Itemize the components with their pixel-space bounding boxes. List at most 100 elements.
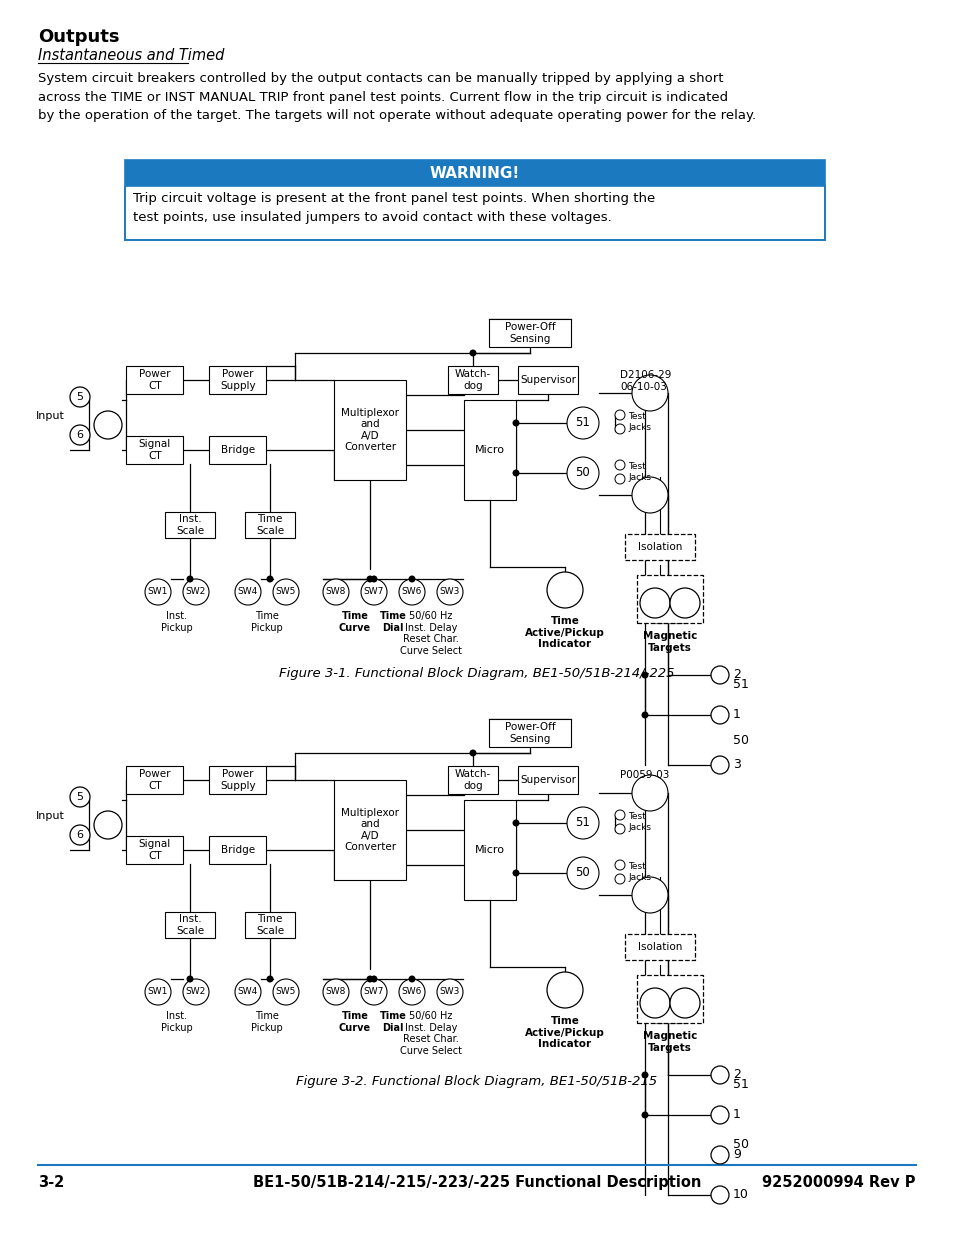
Circle shape <box>186 576 193 583</box>
Text: SW2: SW2 <box>186 588 206 597</box>
Circle shape <box>669 988 700 1018</box>
Text: SW8: SW8 <box>326 988 346 997</box>
FancyBboxPatch shape <box>245 911 294 939</box>
Circle shape <box>615 410 624 420</box>
Circle shape <box>183 579 209 605</box>
Text: BE1-50/51B-214/-215/-223/-225 Functional Description: BE1-50/51B-214/-215/-223/-225 Functional… <box>253 1174 700 1191</box>
Circle shape <box>615 424 624 433</box>
Text: SW4: SW4 <box>237 988 258 997</box>
Circle shape <box>512 420 519 426</box>
Text: 1: 1 <box>732 1109 740 1121</box>
Text: Test
Jacks: Test Jacks <box>627 862 650 882</box>
Circle shape <box>370 576 377 583</box>
Circle shape <box>710 1186 728 1204</box>
Text: Supervisor: Supervisor <box>519 375 576 385</box>
Text: Time
Scale: Time Scale <box>255 514 284 536</box>
Circle shape <box>183 979 209 1005</box>
FancyBboxPatch shape <box>637 974 702 1023</box>
Circle shape <box>546 572 582 608</box>
Text: Time
Curve: Time Curve <box>338 611 371 632</box>
FancyBboxPatch shape <box>517 366 578 394</box>
FancyBboxPatch shape <box>489 719 571 747</box>
Text: 3: 3 <box>732 758 740 772</box>
Text: Test
Jacks: Test Jacks <box>627 813 650 831</box>
Text: Input: Input <box>36 811 65 821</box>
Circle shape <box>469 750 476 757</box>
Text: Power
Supply: Power Supply <box>220 369 255 390</box>
FancyBboxPatch shape <box>245 513 294 538</box>
Text: Signal
CT: Signal CT <box>139 840 171 861</box>
Circle shape <box>710 1107 728 1124</box>
Text: Watch-
dog: Watch- dog <box>455 769 491 790</box>
FancyBboxPatch shape <box>624 534 695 559</box>
FancyBboxPatch shape <box>624 934 695 960</box>
Circle shape <box>640 1112 648 1119</box>
Text: 9: 9 <box>732 1149 740 1161</box>
Circle shape <box>669 588 700 618</box>
Text: SW4: SW4 <box>237 588 258 597</box>
FancyBboxPatch shape <box>448 766 497 794</box>
Text: Supervisor: Supervisor <box>519 776 576 785</box>
Text: Time
Dial: Time Dial <box>379 1011 406 1032</box>
Text: SW6: SW6 <box>401 988 422 997</box>
Text: D2106-29
06-10-03: D2106-29 06-10-03 <box>619 370 671 391</box>
Circle shape <box>408 576 416 583</box>
Circle shape <box>234 579 261 605</box>
FancyBboxPatch shape <box>210 436 266 464</box>
Circle shape <box>398 979 424 1005</box>
Text: P0059-03: P0059-03 <box>619 769 669 781</box>
Text: Magnetic
Targets: Magnetic Targets <box>642 631 697 652</box>
Text: Power-Off
Sensing: Power-Off Sensing <box>504 322 555 343</box>
FancyBboxPatch shape <box>210 836 266 864</box>
Circle shape <box>566 408 598 438</box>
Text: Time
Dial: Time Dial <box>379 611 406 632</box>
Text: Inst.
Scale: Inst. Scale <box>175 914 204 936</box>
Text: Input: Input <box>36 411 65 421</box>
Circle shape <box>710 666 728 684</box>
Circle shape <box>360 979 387 1005</box>
Circle shape <box>615 860 624 869</box>
FancyBboxPatch shape <box>448 366 497 394</box>
Circle shape <box>710 706 728 724</box>
Circle shape <box>566 857 598 889</box>
Text: Power
Supply: Power Supply <box>220 769 255 790</box>
Text: Time
Active/Pickup
Indicator: Time Active/Pickup Indicator <box>524 616 604 650</box>
Text: Time
Scale: Time Scale <box>255 914 284 936</box>
Circle shape <box>145 579 171 605</box>
Text: Time
Pickup: Time Pickup <box>251 611 283 632</box>
Text: Multiplexor
and
A/D
Converter: Multiplexor and A/D Converter <box>340 808 398 852</box>
Text: Micro: Micro <box>475 845 504 855</box>
Circle shape <box>366 576 374 583</box>
Text: Time
Active/Pickup
Indicator: Time Active/Pickup Indicator <box>524 1016 604 1050</box>
Circle shape <box>436 579 462 605</box>
Circle shape <box>615 474 624 484</box>
Circle shape <box>615 459 624 471</box>
Circle shape <box>639 988 669 1018</box>
Circle shape <box>710 1146 728 1165</box>
Circle shape <box>512 869 519 877</box>
FancyBboxPatch shape <box>125 186 824 240</box>
Text: 1: 1 <box>732 709 740 721</box>
Circle shape <box>323 979 349 1005</box>
Text: Isolation: Isolation <box>638 542 681 552</box>
Text: 6: 6 <box>76 430 84 440</box>
Text: 6: 6 <box>76 830 84 840</box>
Text: SW1: SW1 <box>148 588 168 597</box>
Circle shape <box>469 350 476 357</box>
Text: 51: 51 <box>575 816 590 830</box>
Circle shape <box>615 874 624 884</box>
FancyBboxPatch shape <box>165 911 214 939</box>
Text: Magnetic
Targets: Magnetic Targets <box>642 1031 697 1052</box>
FancyBboxPatch shape <box>517 766 578 794</box>
Circle shape <box>94 411 122 438</box>
Text: 5: 5 <box>76 391 84 403</box>
Text: Power
CT: Power CT <box>139 369 171 390</box>
Text: Test
Jacks: Test Jacks <box>627 462 650 482</box>
FancyBboxPatch shape <box>334 781 406 881</box>
Text: SW6: SW6 <box>401 588 422 597</box>
Circle shape <box>639 588 669 618</box>
Circle shape <box>566 806 598 839</box>
Text: 5: 5 <box>76 792 84 802</box>
Circle shape <box>70 825 90 845</box>
Text: 50/60 Hz
Inst. Delay
Reset Char.
Curve Select: 50/60 Hz Inst. Delay Reset Char. Curve S… <box>399 611 461 656</box>
